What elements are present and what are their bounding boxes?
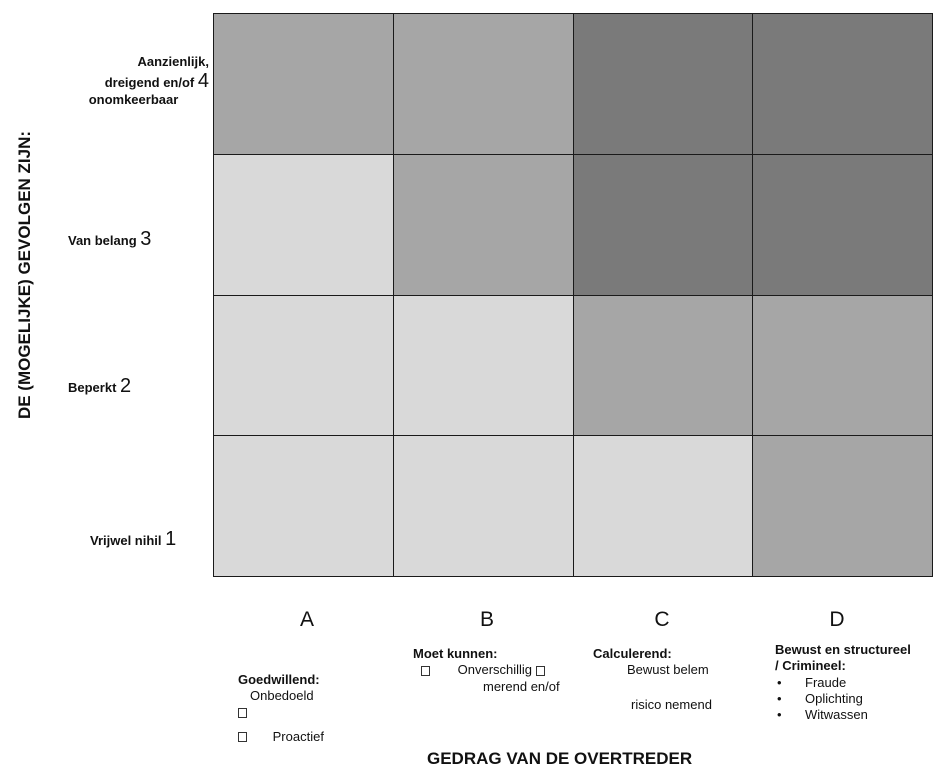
description-c: Calculerend: Bewust belem risico nemend	[593, 646, 712, 713]
risk-matrix-table	[213, 13, 933, 577]
row-number-3: 3	[140, 228, 152, 250]
row-label-2: Beperkt 2	[68, 375, 131, 398]
matrix-cell-c3	[572, 153, 754, 296]
checkbox-icon	[421, 665, 430, 676]
matrix-cell-a3	[213, 153, 394, 296]
checkbox-icon	[238, 732, 247, 743]
list-item: Oplichting	[775, 691, 933, 708]
description-d-title-line2: / Crimineel:	[775, 658, 846, 674]
column-header-c: C	[654, 608, 670, 631]
matrix-row	[213, 435, 933, 577]
row-label-1-text: Vrijwel nihil	[90, 533, 162, 548]
matrix-cell-a1	[213, 435, 394, 577]
column-header-a: A	[299, 608, 314, 631]
row-label-4: Aanzienlijk, dreigend en/of 4 onomkeerba…	[89, 54, 209, 108]
matrix-row	[213, 153, 933, 296]
checkbox-icon	[238, 708, 247, 719]
y-axis-label: DE (MOGELIJKE) GEVOLGEN ZIJN:	[15, 130, 34, 420]
description-b-line2: merend en/of	[483, 678, 560, 694]
row-number-2: 2	[120, 375, 132, 397]
matrix-row	[213, 13, 933, 155]
row-label-3-text: Van belang	[68, 233, 137, 248]
matrix-cell-c1	[572, 435, 754, 577]
row-label-3: Van belang 3	[68, 228, 151, 251]
matrix-cell-d1	[752, 435, 933, 577]
description-a: Goedwillend: Onbedoeld Proactief	[238, 672, 324, 745]
column-header-d: D	[829, 608, 845, 631]
matrix-cell-d4	[752, 13, 933, 155]
x-axis-label: GEDRAG VAN DE OVERTREDER	[427, 749, 693, 768]
row-number-1: 1	[165, 528, 177, 550]
risk-matrix	[213, 13, 933, 577]
description-b-title: Moet kunnen:	[413, 646, 498, 661]
description-c-line1: Bewust belem	[627, 662, 709, 678]
matrix-cell-c4	[572, 13, 754, 155]
row-label-4-line2: dreigend en/of	[104, 74, 195, 90]
description-a-line2: Proactief	[272, 728, 324, 744]
list-item: Fraude	[775, 675, 933, 692]
description-b-line1: Onverschillig	[457, 662, 533, 678]
description-d-title-line1: Bewust en structureel	[775, 642, 911, 657]
matrix-cell-b3	[392, 153, 574, 296]
row-label-1: Vrijwel nihil 1	[90, 528, 176, 551]
description-c-line2: risico nemend	[631, 696, 712, 712]
matrix-cell-b1	[392, 435, 574, 577]
row-number-4: 4	[197, 69, 209, 92]
description-d-list: Fraude Oplichting Witwassen	[775, 675, 933, 724]
matrix-cell-b4	[392, 13, 574, 155]
matrix-cell-a2	[213, 294, 394, 437]
column-header-b: B	[479, 608, 494, 631]
checkbox-icon	[535, 665, 545, 676]
matrix-cell-c2	[572, 294, 754, 437]
description-b: Moet kunnen: Onverschillig merend en/of	[413, 646, 560, 695]
description-d: Bewust en structureel / Crimineel: Fraud…	[775, 642, 933, 723]
matrix-cell-d3	[752, 153, 933, 296]
list-item: Witwassen	[775, 707, 933, 723]
description-a-line1: Onbedoeld	[250, 688, 314, 704]
matrix-row	[213, 294, 933, 437]
description-a-title: Goedwillend:	[238, 672, 320, 687]
matrix-cell-a4	[213, 13, 394, 155]
row-label-2-text: Beperkt	[68, 380, 117, 395]
matrix-cell-b2	[392, 294, 574, 437]
matrix-cell-d2	[752, 294, 933, 437]
row-label-4-line3: onomkeerbaar	[88, 91, 179, 107]
description-c-title: Calculerend:	[593, 646, 672, 661]
row-label-4-line1: Aanzienlijk,	[137, 54, 209, 69]
